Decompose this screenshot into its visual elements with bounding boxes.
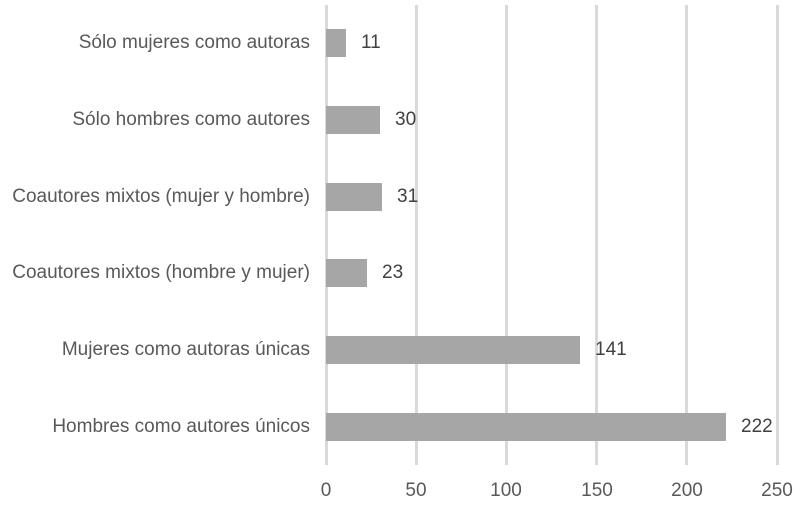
category-label: Sólo hombres como autores [72,109,310,130]
bar-value-label: 141 [595,339,627,360]
category-label: Mujeres como autoras únicas [61,339,310,360]
bar-value-label: 222 [741,416,773,437]
gridline [414,5,418,465]
category-label: Sólo mujeres como autoras [78,32,310,53]
bar-value-label: 30 [395,109,417,130]
bar [326,106,380,134]
category-label: Hombres como autores únicos [52,416,310,437]
gridline [595,5,599,465]
bar [326,29,346,57]
x-tick-label: 50 [405,480,427,501]
bar [326,413,726,441]
gridline [504,5,508,465]
category-label: Coautores mixtos (mujer y hombre) [12,186,310,207]
x-tick-label: 0 [320,480,332,501]
bar-value-label: 11 [361,32,381,53]
bar [326,336,580,364]
x-tick-label: 250 [761,480,793,501]
x-tick-label: 150 [581,480,613,501]
bar-value-label: 23 [382,262,404,283]
gridline [685,5,689,465]
bar [326,259,367,287]
gridline [775,5,779,465]
bar-value-label: 31 [397,186,419,207]
x-tick-label: 200 [671,480,703,501]
bar [326,183,382,211]
x-tick-label: 100 [490,480,522,501]
category-label: Coautores mixtos (hombre y mujer) [12,262,310,283]
y-axis-line [324,5,328,465]
